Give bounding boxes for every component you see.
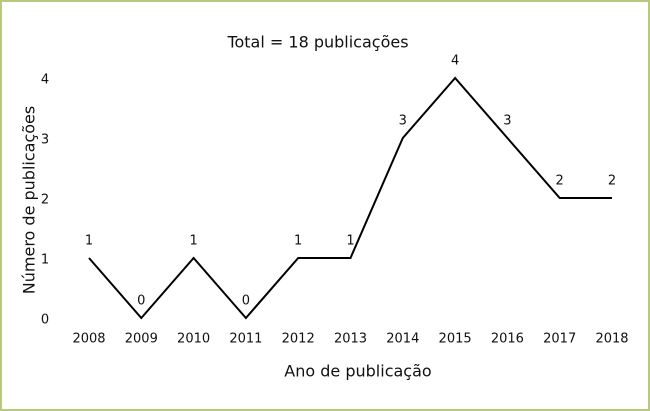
data-label: 2 <box>556 174 564 189</box>
x-tick-label: 2012 <box>282 332 315 347</box>
x-tick-label: 2017 <box>543 332 576 347</box>
line <box>88 76 612 320</box>
y-axis-label: Número de publicações <box>20 106 39 294</box>
x-tick-label: 2013 <box>334 332 367 347</box>
y-tick-label: 1 <box>41 253 49 268</box>
data-label: 1 <box>346 234 354 249</box>
x-tick-label: 2010 <box>177 332 210 347</box>
data-label: 3 <box>399 114 407 129</box>
data-label: 2 <box>608 174 616 189</box>
y-tick-label: 2 <box>41 193 49 208</box>
x-tick-label: 2016 <box>491 332 524 347</box>
x-tick-label: 2015 <box>439 332 472 347</box>
data-label: 1 <box>294 234 302 249</box>
x-tick-label: 2014 <box>386 332 419 347</box>
y-tick-label: 3 <box>41 133 49 148</box>
x-tick-label: 2008 <box>72 332 105 347</box>
x-tick-label: 2009 <box>125 332 158 347</box>
chart-title: Total = 18 publicações <box>226 33 408 52</box>
data-label: 3 <box>503 114 511 129</box>
data-label: 4 <box>451 54 459 69</box>
y-tick-label: 4 <box>41 73 49 88</box>
data-label: 0 <box>137 294 145 309</box>
x-tick-label: 2011 <box>229 332 262 347</box>
data-label: 1 <box>85 234 93 249</box>
x-axis-label: Ano de publicação <box>284 362 431 381</box>
data-label: 1 <box>189 234 197 249</box>
y-tick-label: 0 <box>41 313 49 328</box>
x-tick-label: 2018 <box>595 332 628 347</box>
data-label: 0 <box>242 294 250 309</box>
